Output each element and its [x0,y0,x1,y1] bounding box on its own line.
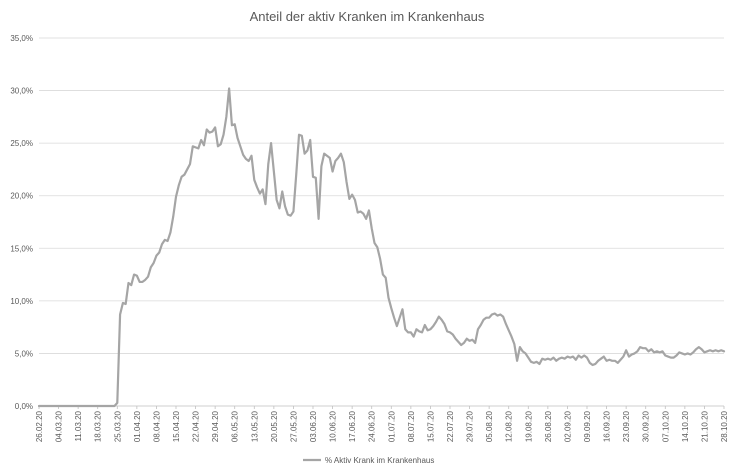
y-tick-label: 25,0% [10,139,33,148]
chart-title: Anteil der aktiv Kranken im Krankenhaus [250,9,485,24]
x-tick-label: 26.02.20 [35,410,44,442]
x-tick-label: 27.05.20 [289,410,298,442]
y-axis-ticks: 0,0% 5,0% 10,0% 15,0% 20,0% 25,0% 30,0% 35,0% [10,34,33,411]
x-tick-label: 09.09.20 [583,410,592,442]
y-tick-label: 20,0% [10,192,33,201]
gridlines [39,37,724,354]
x-tick-label: 29.04.20 [211,410,220,442]
x-tick-label: 23.09.20 [622,410,631,442]
x-tick-label: 06.05.20 [231,410,240,442]
x-tick-label: 15.04.20 [172,410,181,442]
x-tick-label: 26.08.20 [544,410,553,442]
x-tick-label: 17.06.20 [348,410,357,442]
y-tick-label: 35,0% [10,34,33,43]
x-tick-label: 10.06.20 [329,410,338,442]
x-tick-label: 12.08.20 [505,410,514,442]
x-tick-label: 13.05.20 [250,410,259,442]
legend: % Aktiv Krank im Krankenhaus [303,456,434,465]
y-tick-label: 30,0% [10,87,33,96]
x-tick-label: 08.07.20 [407,410,416,442]
y-tick-label: 5,0% [15,349,33,358]
x-tick-label: 18.03.20 [94,410,103,442]
x-axis-ticks: 26.02.20 04.03.20 11.03.20 18.03.20 25.03.20… [35,406,729,442]
legend-label: % Aktiv Krank im Krankenhaus [325,456,434,465]
y-tick-label: 0,0% [15,402,33,411]
x-tick-label: 01.07.20 [387,410,396,442]
x-tick-label: 11.03.20 [74,410,83,441]
x-tick-label: 01.04.20 [133,410,142,442]
x-tick-label: 07.10.20 [661,410,670,442]
x-tick-label: 24.06.20 [368,410,377,442]
x-tick-label: 05.08.20 [485,410,494,442]
x-tick-label: 29.07.20 [466,410,475,442]
x-tick-label: 30.09.20 [642,410,651,442]
x-tick-label: 16.09.20 [603,410,612,442]
x-tick-label: 20.05.20 [270,410,279,442]
x-tick-label: 25.03.20 [113,410,122,442]
x-tick-label: 21.10.20 [700,410,709,442]
x-tick-label: 03.06.20 [309,410,318,442]
x-tick-label: 28.10.20 [720,410,729,442]
series-line [37,87,726,408]
x-tick-label: 15.07.20 [426,410,435,442]
x-tick-label: 08.04.20 [152,410,161,442]
x-tick-label: 22.04.20 [192,410,201,442]
x-tick-label: 04.03.20 [55,410,64,442]
y-tick-label: 15,0% [10,244,33,253]
x-tick-label: 19.08.20 [524,410,533,442]
x-tick-label: 22.07.20 [446,410,455,442]
series-layer [37,87,726,408]
y-tick-label: 10,0% [10,297,33,306]
x-tick-label: 02.09.20 [563,410,572,442]
x-tick-label: 14.10.20 [681,410,690,442]
